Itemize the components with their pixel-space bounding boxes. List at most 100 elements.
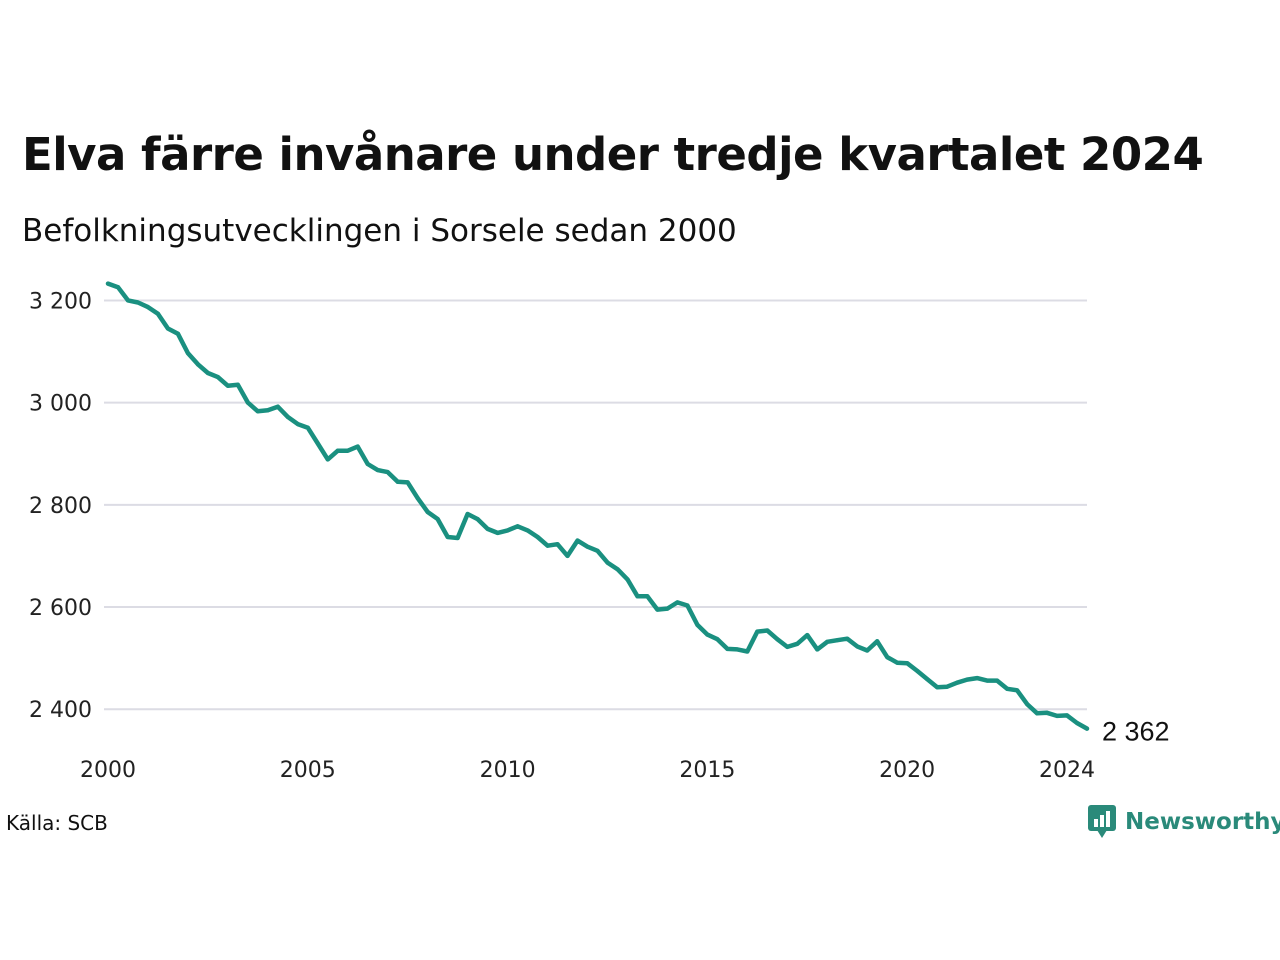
data-point [225, 383, 230, 388]
newsworthy-logo-icon [1088, 805, 1116, 838]
data-point [645, 594, 650, 599]
x-tick-label: 2024 [1039, 758, 1095, 783]
data-point [815, 647, 820, 652]
data-point [605, 560, 610, 565]
data-point [275, 404, 280, 409]
data-point [325, 457, 330, 462]
data-point [495, 530, 500, 535]
data-point [465, 512, 470, 517]
data-point [1085, 726, 1089, 731]
data-point [1045, 710, 1050, 715]
data-point [425, 509, 430, 514]
y-tick-label: 3 000 [29, 392, 92, 417]
data-point [575, 538, 580, 543]
data-point [975, 676, 980, 681]
data-point [255, 409, 260, 414]
data-point [145, 305, 150, 310]
data-point [1025, 702, 1030, 707]
data-point [155, 311, 160, 316]
data-point [935, 685, 940, 690]
data-point [245, 400, 250, 405]
x-tick-label: 2020 [879, 758, 935, 783]
data-point [715, 637, 720, 642]
data-point [755, 629, 760, 634]
data-point [395, 479, 400, 484]
y-tick-label: 2 600 [29, 596, 92, 621]
data-point [285, 414, 290, 419]
data-point [185, 351, 190, 356]
data-point [685, 603, 690, 608]
data-point [765, 628, 770, 633]
data-point [885, 655, 890, 660]
data-point [335, 448, 340, 453]
x-tick-label: 2015 [679, 758, 735, 783]
brand-logo[interactable]: Newsworthy [1087, 803, 1280, 841]
data-point [205, 371, 210, 375]
data-point [455, 536, 460, 541]
data-point [106, 281, 110, 286]
y-axis-ticks: 2 400 2 600 2 800 3 000 3 200 [29, 289, 92, 723]
y-tick-label: 2 400 [29, 698, 92, 723]
data-point [355, 444, 360, 449]
data-point [965, 677, 970, 682]
x-axis-ticks: 2000 2005 2010 2015 2020 2024 [80, 758, 1095, 783]
data-point [635, 594, 640, 599]
data-point [365, 461, 370, 466]
data-point [1075, 721, 1080, 726]
last-value-label: 2 362 [1102, 717, 1170, 747]
data-point [215, 375, 220, 380]
data-point [585, 544, 590, 549]
data-point [515, 524, 520, 529]
data-point [615, 567, 620, 572]
data-point [505, 528, 510, 533]
data-point [195, 362, 200, 367]
data-point [795, 641, 800, 646]
data-point [905, 661, 910, 666]
data-point [385, 470, 390, 475]
data-point [895, 660, 900, 665]
y-tick-label: 3 200 [29, 289, 92, 314]
data-point [535, 535, 540, 540]
data-point [435, 517, 440, 522]
end-label-layer: 2 362 [1102, 717, 1170, 747]
population-line [105, 281, 1090, 731]
data-point [665, 606, 670, 611]
data-point [125, 298, 130, 303]
data-point [555, 542, 560, 547]
data-point [135, 300, 140, 305]
data-point [925, 677, 930, 682]
y-tick-label: 2 800 [29, 494, 92, 519]
data-point [825, 639, 830, 644]
data-point [775, 637, 780, 642]
data-point [235, 382, 240, 387]
data-point [415, 496, 420, 501]
data-point [165, 326, 170, 331]
data-point [595, 548, 600, 553]
data-point [805, 633, 810, 638]
brand-name: Newsworthy [1125, 809, 1280, 835]
data-point [845, 636, 850, 641]
data-point [955, 680, 960, 685]
chart-title: Elva färre invånare under tredje kvartal… [22, 128, 1204, 181]
x-tick-label: 2005 [280, 758, 336, 783]
data-point [1005, 686, 1010, 691]
data-point [1035, 711, 1040, 716]
data-point [305, 425, 310, 430]
data-point [695, 622, 700, 627]
data-point [315, 441, 320, 446]
x-tick-label: 2010 [480, 758, 536, 783]
data-point [445, 535, 450, 540]
data-point [545, 543, 550, 548]
data-point [625, 577, 630, 582]
data-point [675, 600, 680, 605]
data-point [1015, 688, 1020, 693]
data-point [475, 517, 480, 522]
data-point [295, 422, 300, 427]
data-point [705, 632, 710, 637]
gridlines [104, 299, 1087, 711]
data-point [405, 480, 410, 485]
data-point [265, 408, 270, 413]
data-point [345, 448, 350, 453]
data-point [855, 644, 860, 649]
data-point [1065, 713, 1070, 718]
